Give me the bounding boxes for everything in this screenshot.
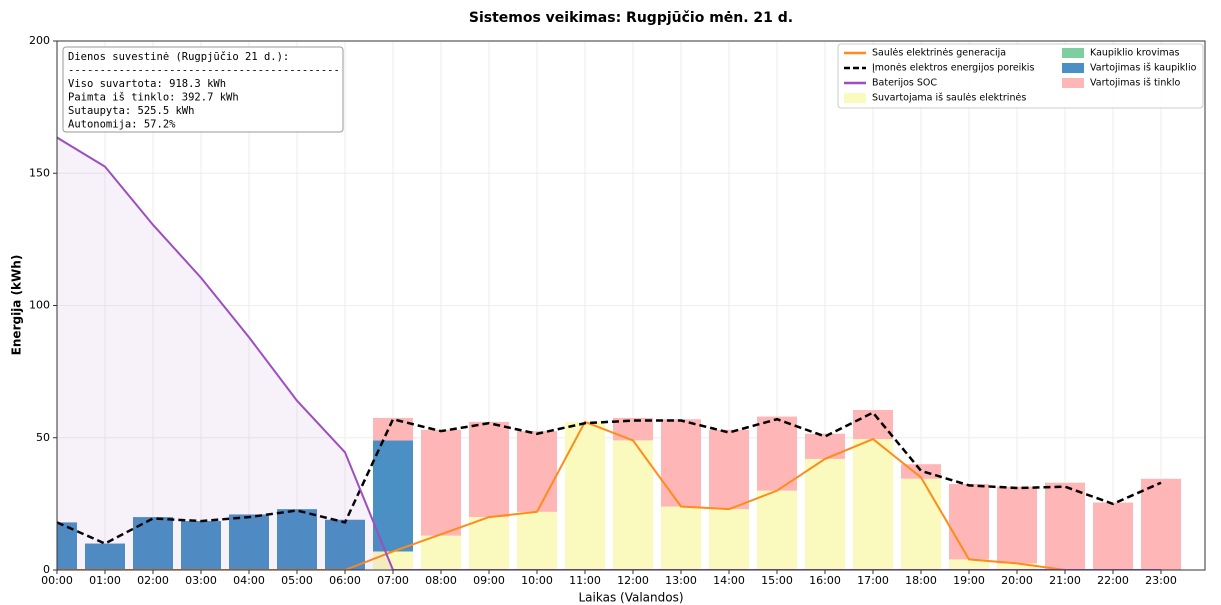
chart-title: Sistemos veikimas: Rugpjūčio mėn. 21 d.	[469, 10, 793, 26]
bar-segment	[853, 409, 893, 440]
bar-segment	[805, 433, 845, 459]
x-tick-label: 00:00	[41, 574, 73, 587]
bar-segment	[613, 417, 653, 441]
bar-segment	[757, 416, 797, 491]
bar-segment	[901, 478, 941, 570]
x-tick-label: 11:00	[569, 574, 601, 587]
bar-segment	[469, 517, 509, 570]
legend-swatch	[1062, 63, 1084, 73]
x-tick-label: 06:00	[329, 574, 361, 587]
bar-segment	[613, 440, 653, 570]
legend-label: Vartojimas iš kaupiklio	[1090, 63, 1197, 74]
x-tick-label: 04:00	[233, 574, 265, 587]
x-tick-label: 03:00	[185, 574, 217, 587]
bar-segment	[57, 522, 77, 570]
bar-segment	[421, 535, 461, 570]
legend-label: Baterijos SOC	[872, 78, 937, 89]
bar-segment	[1093, 502, 1133, 570]
bar-segment	[949, 484, 989, 560]
summary-line: Sutaupyta: 525.5 kWh	[68, 105, 194, 117]
x-tick-label: 08:00	[425, 574, 457, 587]
bar-segment	[661, 419, 701, 507]
y-tick-label: 150	[29, 166, 50, 179]
x-tick-label: 05:00	[281, 574, 313, 587]
summary-line: Dienos suvestinė (Rugpjūčio 21 d.):	[68, 51, 289, 63]
summary-line: Paimta iš tinklo: 392.7 kWh	[68, 92, 239, 104]
legend-label: Įmonės elektros energijos poreikis	[872, 63, 1034, 74]
bar-segment	[661, 506, 701, 570]
legend-label: Suvartojama iš saulės elektrinės	[872, 93, 1026, 104]
bar-segment	[229, 514, 269, 570]
summary-line: Autonomija: 57.2%	[68, 119, 176, 131]
x-tick-label: 22:00	[1097, 574, 1129, 587]
y-tick-label: 0	[43, 563, 50, 576]
x-tick-label: 14:00	[713, 574, 745, 587]
bar-segment	[805, 458, 845, 570]
bar-segment	[277, 509, 317, 570]
x-tick-label: 10:00	[521, 574, 553, 587]
x-tick-label: 17:00	[857, 574, 889, 587]
bar-segment	[373, 440, 413, 552]
bar-segment	[517, 431, 557, 512]
bar-segment	[1141, 478, 1181, 570]
summary-line: Viso suvartota: 918.3 kWh	[68, 78, 226, 90]
x-tick-label: 12:00	[617, 574, 649, 587]
summary-box: Dienos suvestinė (Rugpjūčio 21 d.): -----…	[62, 46, 344, 133]
plot-frame	[56, 40, 1206, 571]
x-tick-label: 19:00	[953, 574, 985, 587]
summary-frame	[62, 46, 344, 133]
y-axis-label: Energija (kWh)	[10, 255, 24, 356]
bar-segment	[997, 563, 1037, 570]
bar-segment	[325, 519, 365, 570]
x-tick-label: 23:00	[1145, 574, 1177, 587]
bar-segment	[757, 490, 797, 570]
area	[57, 137, 1161, 570]
x-tick-label: 20:00	[1001, 574, 1033, 587]
bar-segment	[517, 511, 557, 570]
legend-swatch	[844, 93, 866, 103]
legend-label: Kaupiklio krovimas	[1090, 48, 1180, 59]
x-tick-label: 21:00	[1049, 574, 1081, 587]
legend-box	[837, 43, 1204, 109]
line	[57, 136, 1161, 570]
x-tick-label: 07:00	[377, 574, 409, 587]
bar-segment	[1045, 482, 1085, 570]
y-tick-label: 50	[36, 431, 50, 444]
y-tick-label: 200	[29, 34, 50, 47]
legend-label: Vartojimas iš tinklo	[1090, 78, 1180, 89]
x-tick-label: 16:00	[809, 574, 841, 587]
y-tick-label: 100	[29, 299, 50, 312]
bar-segment	[709, 509, 749, 570]
line	[57, 420, 1161, 570]
bar-segment	[181, 521, 221, 570]
x-tick-label: 01:00	[89, 574, 121, 587]
bar-segment	[949, 559, 989, 570]
legend-swatch	[1062, 48, 1084, 58]
bar-segment	[469, 421, 509, 518]
summary-line: ----------------------------------------…	[68, 65, 340, 77]
x-tick-label: 18:00	[905, 574, 937, 587]
bar-segment	[901, 464, 941, 479]
bar-segment	[85, 543, 125, 570]
x-tick-label: 15:00	[761, 574, 793, 587]
legend-swatch	[1062, 78, 1084, 88]
bar-segment	[709, 429, 749, 510]
x-axis-label: Laikas (Valandos)	[578, 591, 683, 605]
legend-label: Saulės elektrinės generacija	[872, 48, 1006, 59]
plot-area	[57, 136, 1181, 570]
bar-segment	[853, 439, 893, 570]
x-tick-label: 13:00	[665, 574, 697, 587]
bar-segment	[421, 429, 461, 536]
bar-segment	[997, 486, 1037, 564]
bar-segment	[565, 421, 605, 570]
legend: Saulės elektrinės generacija Įmonės elekt…	[837, 43, 1204, 109]
x-tick-label: 09:00	[473, 574, 505, 587]
bar-segment	[373, 417, 413, 441]
x-tick-label: 02:00	[137, 574, 169, 587]
